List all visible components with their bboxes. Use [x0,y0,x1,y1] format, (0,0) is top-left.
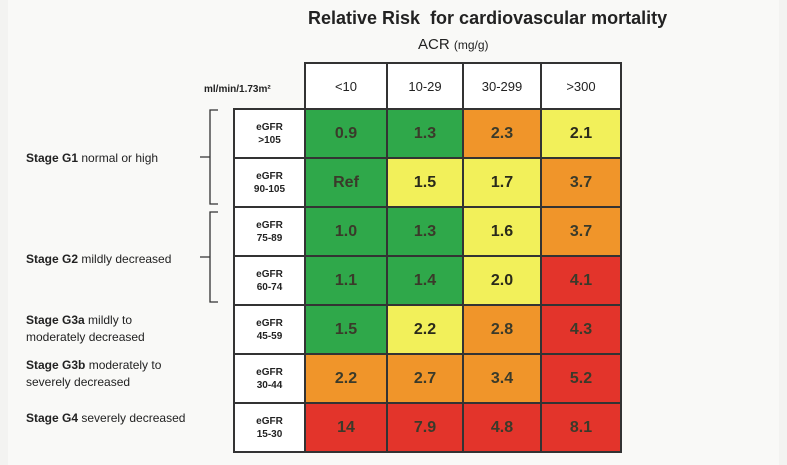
row-header-line1: eGFR [256,121,283,133]
row-header-line1: eGFR [256,317,283,329]
row-header: eGFR 45-59 [233,304,306,355]
risk-cell: 7.9 [386,402,464,453]
row-header-line2: 60-74 [256,281,283,293]
risk-cell: 2.0 [462,255,542,306]
row-header-line1: eGFR [256,366,283,378]
risk-cell: 2.7 [386,353,464,404]
stage-g3a-name: Stage G3a [26,313,85,327]
stage-g2-label: Stage G2 mildly decreased [26,251,171,268]
risk-cell: 3.7 [540,157,622,208]
row-header: eGFR 60-74 [233,255,306,306]
risk-cell: 1.0 [304,206,388,257]
table-row: eGFR 75-89 1.0 1.3 1.6 3.7 [233,206,622,257]
chart-subtitle: ACR (mg/g) [418,36,489,53]
row-header: eGFR 90-105 [233,157,306,208]
risk-cell: 1.6 [462,206,542,257]
risk-cell: 2.1 [540,108,622,159]
risk-table: <10 10-29 30-299 >300 eGFR >105 0.9 1.3 2.3 2.1 e… [233,62,622,453]
table-row: eGFR 30-44 2.2 2.7 3.4 5.2 [233,353,622,404]
row-header-line2: 75-89 [256,232,283,244]
risk-cell: 8.1 [540,402,622,453]
stage-g2-desc: mildly decreased [78,252,172,266]
risk-cell: 1.3 [386,108,464,159]
risk-cell: 2.3 [462,108,542,159]
risk-cell: 1.7 [462,157,542,208]
stage-g1-name: Stage G1 [26,151,79,165]
column-header: 10-29 [386,62,464,110]
row-header-line1: eGFR [256,170,283,182]
row-header-line2: >105 [258,134,281,146]
stage-g3b-label: Stage G3b moderately to severely decreas… [26,357,161,391]
table-row: eGFR >105 0.9 1.3 2.3 2.1 [233,108,622,159]
stage-g4-name: Stage G4 [26,411,79,425]
row-header-line2: 15-30 [256,428,283,440]
row-header-line2: 30-44 [256,379,283,391]
risk-cell: 1.3 [386,206,464,257]
subtitle-unit: (mg/g) [453,38,489,52]
risk-cell: 4.8 [462,402,542,453]
stage-g2-name: Stage G2 [26,252,79,266]
row-header-line1: eGFR [256,415,283,427]
risk-cell: 1.5 [386,157,464,208]
stage-g4-label: Stage G4 severely decreased [26,410,185,427]
table-row: eGFR 45-59 1.5 2.2 2.8 4.3 [233,304,622,355]
risk-cell: 0.9 [304,108,388,159]
slide: Relative Risk for cardiovascular mortali… [8,0,779,465]
risk-cell: 14 [304,402,388,453]
column-header: 30-299 [462,62,542,110]
column-header: >300 [540,62,622,110]
table-corner [234,63,305,109]
row-header: eGFR 15-30 [233,402,306,453]
row-header-line2: 90-105 [253,183,286,195]
risk-cell: 1.4 [386,255,464,306]
risk-cell: 2.8 [462,304,542,355]
stage-g1-brace [200,109,218,205]
table-row: eGFR 90-105 Ref 1.5 1.7 3.7 [233,157,622,208]
subtitle-label: ACR [418,36,450,53]
stage-g3a-label: Stage G3a mildly to moderately decreased [26,312,145,346]
risk-cell: 3.7 [540,206,622,257]
risk-cell: 4.1 [540,255,622,306]
chart-title: Relative Risk for cardiovascular mortali… [308,8,668,28]
table-row: eGFR 60-74 1.1 1.4 2.0 4.1 [233,255,622,306]
risk-cell: 1.5 [304,304,388,355]
stage-g3b-desc: moderately to [85,358,162,372]
row-header-line1: eGFR [256,268,283,280]
row-header-line1: eGFR [256,219,283,231]
risk-cell: 4.3 [540,304,622,355]
risk-cell: 5.2 [540,353,622,404]
risk-cell: 1.1 [304,255,388,306]
risk-cell: 3.4 [462,353,542,404]
header-row: <10 10-29 30-299 >300 [234,62,622,110]
risk-cell: Ref [304,157,388,208]
stage-g3b-desc2: severely decreased [26,375,131,389]
row-header: eGFR >105 [233,108,306,159]
row-header: eGFR 75-89 [233,206,306,257]
table-row: eGFR 15-30 14 7.9 4.8 8.1 [233,402,622,453]
stage-g1-label: Stage G1 normal or high [26,150,158,167]
row-header: eGFR 30-44 [233,353,306,404]
stage-g2-brace [200,211,218,303]
risk-cell: 2.2 [304,353,388,404]
risk-cell: 2.2 [386,304,464,355]
column-header: <10 [304,62,388,110]
stage-g4-desc: severely decreased [78,411,186,425]
stage-g3b-name: Stage G3b [26,358,86,372]
row-header-line2: 45-59 [256,330,283,342]
stage-g1-desc: normal or high [78,151,159,165]
row-unit-label: ml/min/1.73m² [204,84,271,95]
stage-g3a-desc2: moderately decreased [26,330,145,344]
stage-g3a-desc: mildly to [84,313,133,327]
